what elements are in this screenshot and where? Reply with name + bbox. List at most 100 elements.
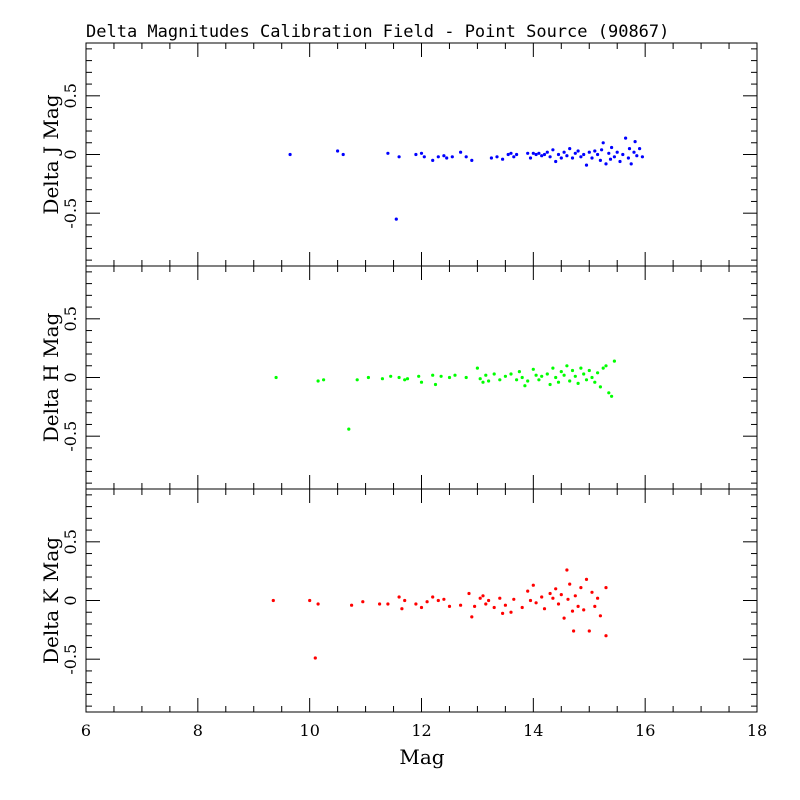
data-point	[506, 152, 510, 157]
data-point	[612, 155, 617, 159]
data-point	[568, 582, 572, 586]
data-point	[540, 595, 544, 599]
x-tick-label: 6	[81, 721, 91, 740]
data-point	[501, 157, 505, 161]
data-point	[445, 156, 449, 160]
data-point	[537, 378, 541, 382]
data-point	[604, 364, 608, 368]
data-point	[470, 158, 474, 162]
data-point	[531, 367, 535, 371]
data-point	[422, 155, 426, 159]
x-tick-label: 10	[300, 721, 320, 740]
data-point	[478, 377, 482, 381]
data-point	[473, 604, 477, 609]
data-point	[545, 372, 549, 376]
data-point	[419, 605, 424, 610]
data-point	[545, 150, 549, 154]
data-point	[596, 152, 600, 157]
y-axis-label: Delta H Mag	[39, 313, 63, 443]
data-point	[464, 155, 468, 159]
data-point	[489, 156, 493, 160]
data-point	[515, 378, 519, 382]
y-tick-label: 0	[61, 595, 80, 605]
y-tick-label: 0	[61, 372, 80, 382]
data-point	[459, 150, 463, 154]
data-point	[596, 371, 600, 375]
data-point	[433, 382, 438, 387]
data-point	[572, 629, 576, 633]
data-point	[498, 378, 502, 382]
data-point	[528, 598, 533, 603]
data-point	[509, 610, 513, 614]
y-tick-label: 0.5	[61, 529, 80, 554]
data-point	[509, 151, 513, 155]
data-point	[450, 155, 454, 159]
data-point	[584, 163, 589, 167]
data-point	[380, 377, 384, 381]
data-point	[587, 629, 591, 633]
data-point	[579, 366, 583, 370]
data-point	[464, 375, 468, 380]
data-point	[596, 596, 600, 600]
data-point	[632, 150, 636, 154]
data-point	[350, 603, 354, 607]
x-tick-labels: 6 8 10 12 14 16 18	[81, 721, 767, 740]
data-point	[570, 609, 575, 613]
data-point	[274, 375, 278, 380]
data-point	[355, 378, 359, 382]
data-point	[579, 155, 583, 159]
data-point	[531, 151, 535, 155]
data-point	[618, 159, 622, 164]
data-point	[554, 375, 558, 380]
data-point	[635, 154, 639, 158]
data-point	[542, 607, 547, 611]
data-point	[509, 372, 513, 376]
data-point	[419, 151, 424, 155]
data-point	[551, 148, 555, 152]
data-point	[495, 155, 499, 159]
data-point	[403, 598, 407, 603]
data-point	[526, 379, 530, 383]
data-point	[453, 373, 457, 377]
data-point	[436, 598, 440, 603]
data-point	[582, 608, 586, 612]
data-point	[604, 634, 608, 638]
data-point	[626, 156, 631, 160]
data-point	[481, 594, 485, 598]
y-axis-label: Delta J Mag	[39, 94, 63, 214]
data-point	[548, 155, 552, 159]
data-point	[556, 380, 561, 384]
data-point	[347, 427, 351, 431]
plot-frame	[85, 488, 758, 713]
data-point	[576, 381, 580, 385]
data-point	[573, 151, 577, 155]
x-axis-label: Mag	[399, 745, 444, 769]
data-point	[573, 594, 577, 598]
data-point	[565, 568, 569, 572]
data-point	[576, 604, 580, 609]
data-point	[559, 370, 563, 374]
data-point	[316, 602, 320, 606]
data-point	[562, 373, 566, 377]
data-point	[442, 154, 446, 158]
data-point	[629, 162, 633, 166]
data-point	[593, 380, 597, 384]
data-point	[607, 151, 611, 155]
data-point	[481, 380, 485, 384]
data-point	[551, 366, 555, 370]
data-point	[503, 374, 507, 378]
data-point	[598, 158, 603, 162]
data-point	[565, 154, 569, 158]
data-point	[397, 595, 401, 599]
x-tick-label: 18	[747, 721, 767, 740]
data-point	[386, 151, 390, 155]
data-point	[308, 598, 312, 603]
x-tick-label: 12	[411, 721, 431, 740]
data-point	[540, 154, 544, 158]
y-tick-label: 0.5	[61, 306, 80, 331]
y-tick-label: 0.5	[61, 83, 80, 108]
data-point	[414, 152, 418, 157]
